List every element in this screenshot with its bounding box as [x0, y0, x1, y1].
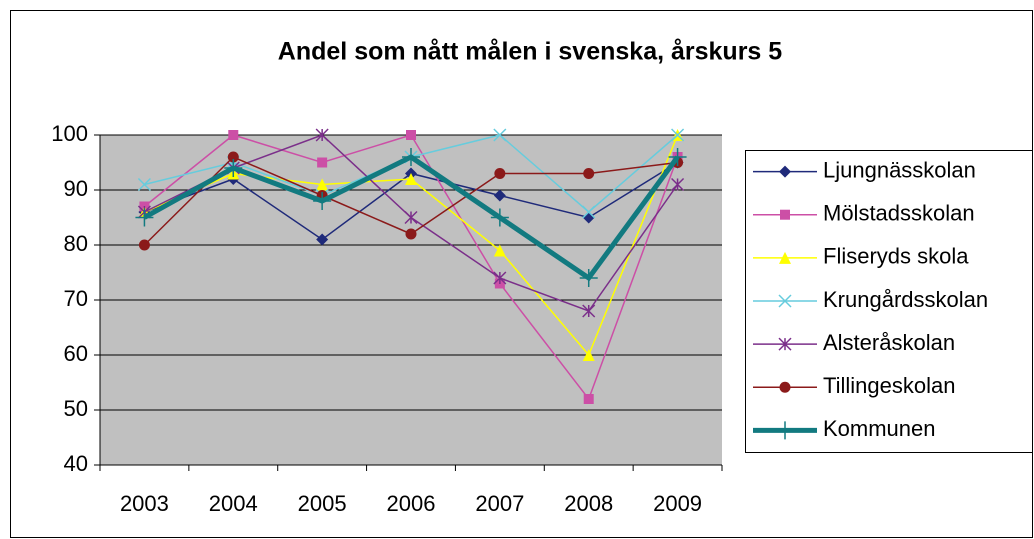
marker [582, 349, 595, 361]
marker [316, 233, 329, 246]
marker [494, 168, 506, 179]
marker [582, 304, 596, 318]
marker [776, 421, 794, 440]
marker [406, 130, 416, 140]
marker [778, 337, 792, 351]
x-tick-label: 2007 [475, 491, 524, 516]
marker [315, 128, 329, 142]
marker [137, 177, 151, 192]
marker [402, 148, 420, 166]
x-tick-label: 2003 [120, 491, 169, 516]
x-tick-label: 2004 [209, 491, 258, 516]
marker [317, 157, 328, 168]
marker [583, 394, 594, 404]
x-tick-label: 2008 [564, 491, 613, 516]
y-tick-label: 60 [64, 341, 88, 366]
legend-label: Krungårdsskolan [823, 287, 988, 312]
legend-label: Kommunen [823, 416, 936, 441]
marker [579, 269, 598, 287]
marker [405, 173, 417, 185]
marker [316, 178, 329, 191]
x-tick-label: 2009 [653, 491, 702, 516]
marker [490, 208, 509, 227]
marker [493, 271, 507, 285]
marker [671, 128, 685, 142]
x-tick-label: 2005 [298, 491, 347, 516]
marker [228, 130, 239, 140]
legend-label: Fliseryds skola [823, 244, 969, 269]
marker [671, 177, 685, 192]
marker [227, 151, 239, 163]
marker [224, 159, 243, 177]
marker [493, 244, 506, 257]
y-tick-label: 100 [51, 121, 88, 146]
chart-title: Andel som nått målen i svenska, årskurs … [278, 38, 782, 66]
legend-label: Mölstadsskolan [823, 201, 975, 226]
marker [313, 192, 332, 210]
marker [780, 209, 790, 220]
y-tick-label: 40 [64, 451, 88, 476]
legend-label: Tillingeskolan [823, 373, 955, 398]
marker [779, 381, 791, 393]
y-tick-label: 70 [64, 286, 88, 311]
marker [779, 251, 791, 264]
marker [493, 128, 507, 142]
marker [493, 189, 506, 202]
marker [668, 148, 687, 166]
marker [778, 294, 792, 308]
y-tick-label: 80 [64, 231, 88, 256]
x-tick-label: 2006 [387, 491, 436, 516]
marker [404, 210, 418, 225]
legend-label: Ljungnässkolan [823, 157, 976, 182]
marker [582, 205, 596, 219]
legend: Ljungnässkolan Mölstadsskolan Fliseryds sk… [745, 150, 1033, 453]
y-tick-label: 90 [64, 176, 88, 201]
marker [135, 208, 154, 227]
marker [583, 168, 595, 179]
marker [138, 239, 150, 251]
marker [779, 165, 791, 178]
marker [405, 228, 417, 240]
legend-label: Alsteråskolan [823, 330, 955, 355]
y-tick-label: 50 [64, 396, 88, 421]
